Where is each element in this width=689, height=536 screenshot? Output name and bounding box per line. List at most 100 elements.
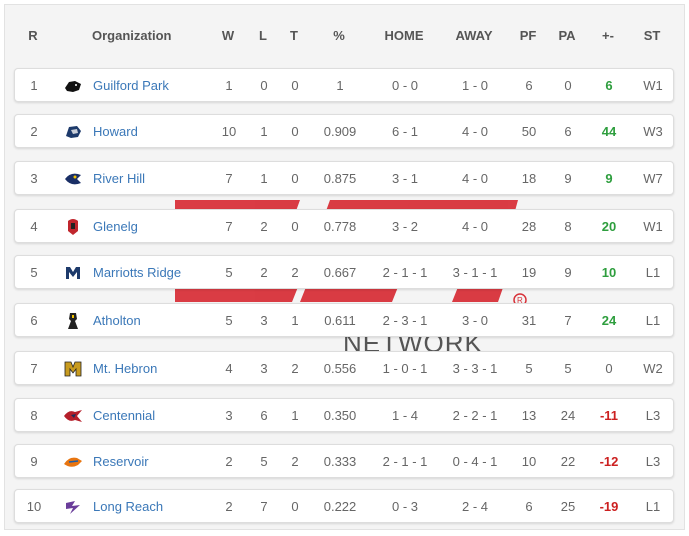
table-row[interactable]: 5 5 2 2 0.667 2 - 1 - 1 3 - 1 - 1 19 9 10 L1 Marrio… (14, 255, 674, 289)
home-record-cell: 3 - 2 (391, 219, 419, 234)
col-streak[interactable]: ST (643, 28, 661, 43)
pct-cell: 1 (336, 78, 344, 93)
wins-cell: 2 (225, 454, 233, 469)
away-record-cell: 0 - 4 - 1 (452, 454, 498, 469)
team-name-link[interactable]: Centennial (93, 408, 156, 423)
points-for-cell: 6 (525, 78, 533, 93)
team-name-link[interactable]: Atholton (93, 313, 141, 328)
points-against-cell: 9 (564, 171, 572, 186)
table-row[interactable]: 10 2 7 0 0.222 0 - 3 2 - 4 6 25 -19 L1 Long Reach (14, 489, 674, 523)
away-record-cell: 4 - 0 (461, 171, 489, 186)
streak-cell: W1 (643, 219, 663, 234)
team-name-link[interactable]: Mt. Hebron (93, 361, 158, 376)
point-diff-cell: -12 (599, 454, 619, 469)
streak-cell: W2 (643, 361, 663, 376)
losses-cell: 3 (260, 313, 268, 328)
losses-cell: 0 (260, 78, 268, 93)
points-against-cell: 7 (564, 313, 572, 328)
team-name-link[interactable]: River Hill (93, 171, 145, 186)
streak-cell: L1 (645, 499, 661, 514)
col-organization[interactable]: Organization (92, 28, 172, 43)
ties-cell: 1 (291, 408, 299, 423)
away-record-cell: 1 - 0 (461, 78, 489, 93)
col-ties[interactable]: T (290, 28, 298, 43)
col-home[interactable]: HOME (384, 28, 424, 43)
losses-cell: 2 (260, 265, 268, 280)
streak-cell: L3 (645, 408, 661, 423)
points-for-cell: 50 (521, 124, 537, 139)
losses-cell: 5 (260, 454, 268, 469)
streak-cell: W7 (643, 171, 663, 186)
col-pct[interactable]: % (333, 28, 345, 43)
team-name-link[interactable]: Guilford Park (93, 78, 169, 93)
table-row[interactable]: 8 3 6 1 0.350 1 - 4 2 - 2 - 1 13 24 -11 L3 Centenni… (14, 398, 674, 432)
ties-cell: 2 (291, 265, 299, 280)
ties-cell: 0 (291, 499, 299, 514)
home-record-cell: 2 - 3 - 1 (382, 313, 428, 328)
wins-cell: 7 (225, 219, 233, 234)
team-name-link[interactable]: Glenelg (93, 219, 138, 234)
pct-cell: 0.556 (323, 361, 357, 376)
away-record-cell: 4 - 0 (461, 124, 489, 139)
points-for-cell: 31 (521, 313, 537, 328)
wins-cell: 2 (225, 499, 233, 514)
col-rank[interactable]: R (28, 28, 38, 43)
ties-cell: 0 (291, 219, 299, 234)
points-for-cell: 13 (521, 408, 537, 423)
table-header: R Organization W L T % HOME AWAY PF PA +… (0, 28, 689, 52)
team-name-link[interactable]: Long Reach (93, 499, 164, 514)
team-name-link[interactable]: Reservoir (93, 454, 149, 469)
team-name-link[interactable]: Howard (93, 124, 138, 139)
streak-cell: L3 (645, 454, 661, 469)
points-for-cell: 10 (521, 454, 537, 469)
col-pf[interactable]: PF (519, 28, 537, 43)
rank-cell: 4 (30, 219, 38, 234)
ties-cell: 0 (291, 78, 299, 93)
home-record-cell: 1 - 0 - 1 (382, 361, 428, 376)
table-row[interactable]: 7 4 3 2 0.556 1 - 0 - 1 3 - 3 - 1 5 5 0 W2 Mt. Hebr… (14, 351, 674, 385)
rank-cell: 8 (30, 408, 38, 423)
col-wins[interactable]: W (221, 28, 235, 43)
table-row[interactable]: 3 7 1 0 0.875 3 - 1 4 - 0 18 9 9 W7 River Hill (14, 161, 674, 195)
rank-cell: 3 (30, 171, 38, 186)
vikings-team-logo-icon (63, 359, 83, 379)
raider-team-logo-icon (63, 311, 83, 331)
panther-team-logo-icon (63, 76, 83, 96)
wins-cell: 7 (225, 171, 233, 186)
rank-cell: 1 (30, 78, 38, 93)
points-for-cell: 18 (521, 171, 537, 186)
pct-cell: 0.333 (323, 454, 357, 469)
point-diff-cell: 0 (605, 361, 613, 376)
ties-cell: 0 (291, 171, 299, 186)
point-diff-cell: 6 (605, 78, 613, 93)
home-record-cell: 2 - 1 - 1 (382, 454, 428, 469)
streak-cell: L1 (645, 313, 661, 328)
away-record-cell: 4 - 0 (461, 219, 489, 234)
rank-cell: 6 (30, 313, 38, 328)
wins-cell: 3 (225, 408, 233, 423)
away-record-cell: 3 - 3 - 1 (452, 361, 498, 376)
col-diff[interactable]: +- (602, 28, 614, 43)
losses-cell: 1 (260, 124, 268, 139)
losses-cell: 2 (260, 219, 268, 234)
streak-cell: W3 (643, 124, 663, 139)
points-against-cell: 6 (564, 124, 572, 139)
table-row[interactable]: 1 1 0 0 1 0 - 0 1 - 0 6 0 6 W1 Guilford Park (14, 68, 674, 102)
wins-cell: 5 (225, 265, 233, 280)
col-pa[interactable]: PA (558, 28, 576, 43)
points-for-cell: 28 (521, 219, 537, 234)
col-away[interactable]: AWAY (455, 28, 493, 43)
pct-cell: 0.611 (324, 313, 356, 328)
team-name-link[interactable]: Marriotts Ridge (93, 265, 182, 280)
home-record-cell: 1 - 4 (391, 408, 419, 423)
point-diff-cell: 10 (601, 265, 617, 280)
col-losses[interactable]: L (259, 28, 267, 43)
rank-cell: 2 (30, 124, 38, 139)
rank-cell: 10 (26, 499, 42, 514)
home-record-cell: 3 - 1 (391, 171, 419, 186)
points-against-cell: 8 (564, 219, 572, 234)
table-row[interactable]: 9 2 5 2 0.333 2 - 1 - 1 0 - 4 - 1 10 22 -12 L3 Rese… (14, 444, 674, 478)
